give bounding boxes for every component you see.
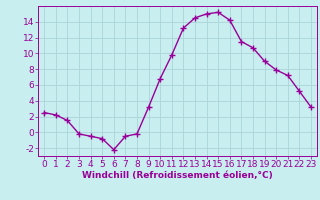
X-axis label: Windchill (Refroidissement éolien,°C): Windchill (Refroidissement éolien,°C) bbox=[82, 171, 273, 180]
